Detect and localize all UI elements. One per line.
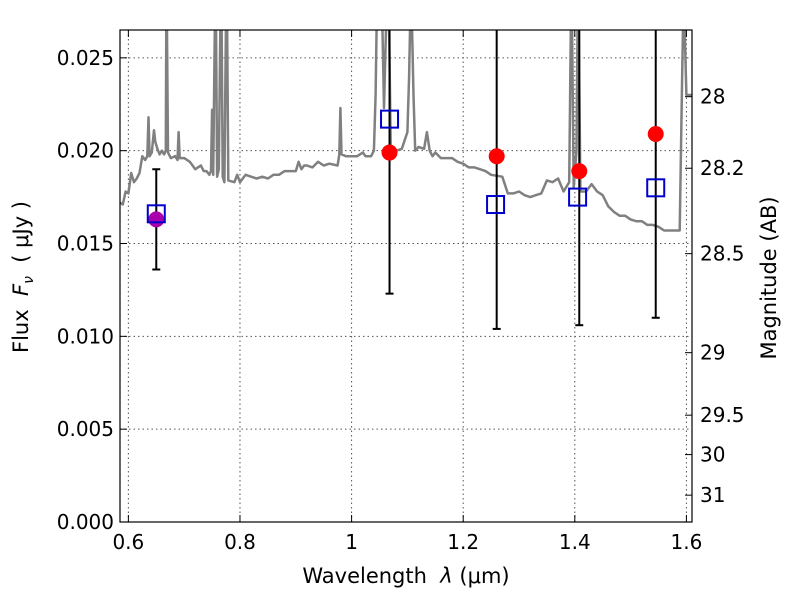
model-square-marker: [380, 109, 400, 129]
y-tick-label: 0.025: [57, 46, 114, 70]
plot-frame: [119, 29, 693, 523]
y-tick-label: 0.015: [57, 232, 114, 256]
x-axis-label: Wavelength λ (μm): [302, 564, 509, 588]
y2-tick-label: 31: [700, 483, 725, 507]
model-square-marker: [486, 195, 506, 215]
axis-ticks: 0.6 0.8 1 1.2 1.4 1.6 0.000 0.005 0.010 0.015 0.02…: [57, 30, 745, 554]
y2-tick-label: 29.5: [700, 403, 745, 427]
y-tick-label: 0.020: [57, 139, 114, 163]
y-axis-label-units: ( μJy ): [9, 201, 33, 276]
x-tick-label: 1.2: [447, 530, 479, 554]
y-axis-label-prefix: Flux: [9, 296, 33, 353]
y-axis-label-symbol: F: [9, 283, 33, 296]
grid-lines: [120, 30, 692, 523]
y2-tick-label: 30: [700, 443, 725, 467]
y2-tick-label: 28.2: [700, 156, 745, 180]
y-tick-label: 0.010: [57, 324, 114, 348]
x-tick-label: 1.4: [559, 530, 591, 554]
y2-axis-label: Magnitude (AB): [757, 196, 781, 359]
observed-point: [148, 211, 165, 228]
y-axis-label: Flux Fν ( μJy ): [9, 201, 37, 353]
x-tick-label: 0.6: [112, 530, 144, 554]
y2-tick-label: 28.5: [700, 242, 745, 266]
y-tick-label: 0.005: [57, 417, 114, 441]
observed-point: [488, 148, 505, 165]
observed-point: [571, 163, 588, 180]
y2-tick-label: 29: [700, 341, 725, 365]
y-axis-label-subscript: ν: [21, 276, 37, 284]
x-tick-label: 0.8: [224, 530, 256, 554]
spectrum-line: [120, 30, 692, 232]
plot-data-group: [120, 30, 692, 330]
x-axis-label-units: (μm): [453, 564, 510, 588]
observed-point: [647, 125, 664, 142]
y-tick-label: 0.000: [57, 510, 114, 534]
plot-area: [120, 30, 692, 330]
model-square-marker: [646, 178, 666, 198]
x-tick-label: 1: [345, 530, 358, 554]
x-axis-label-symbol: λ: [439, 564, 452, 588]
y2-tick-label: 28: [700, 85, 725, 109]
x-axis-label-prefix: Wavelength: [302, 564, 440, 588]
observed-point: [381, 144, 398, 161]
model-square-marker: [146, 204, 166, 224]
x-tick-label: 1.6: [671, 530, 703, 554]
model-square-marker: [568, 187, 588, 207]
